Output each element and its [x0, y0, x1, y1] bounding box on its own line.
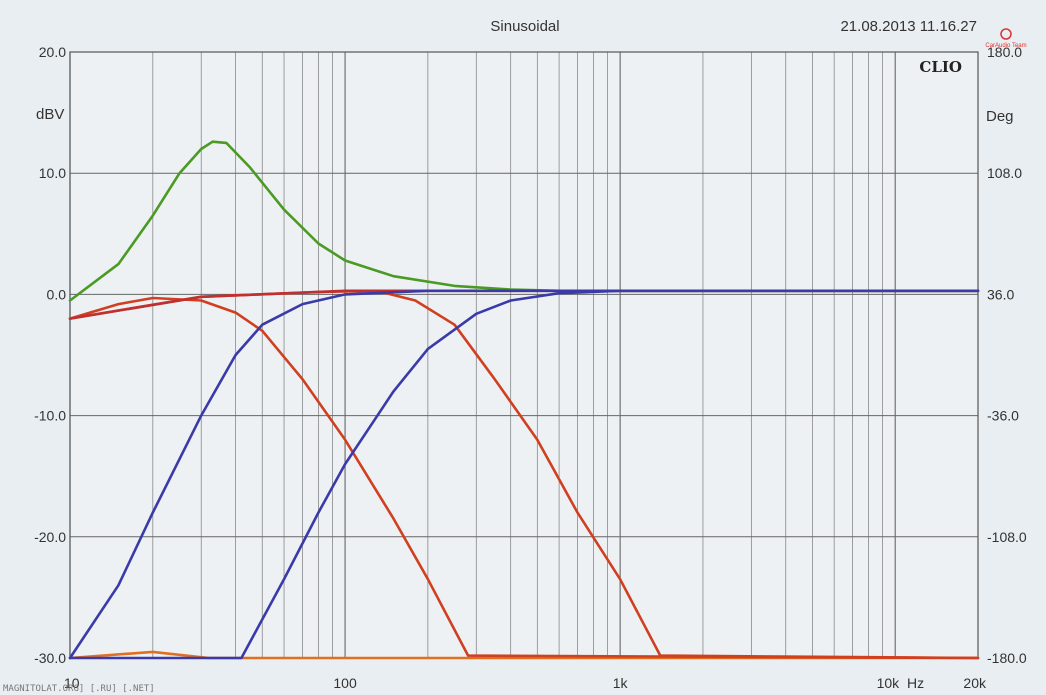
series-line-3 — [68, 296, 980, 660]
watermark: MAGNITOLAT.ORG] [.RU] [.NET] — [3, 684, 155, 694]
series-group — [68, 140, 980, 660]
logo-icon — [1000, 28, 1012, 40]
chart-title: Sinusoidal — [490, 18, 559, 35]
y-tick-label: -10.0 — [34, 408, 66, 424]
x-unit-label: Hz — [907, 675, 924, 691]
y-axis-label: dBV — [36, 106, 64, 123]
y2-tick-label: -180.0 — [987, 650, 1027, 666]
logo: CarAudio Team — [985, 28, 1027, 49]
plot-area — [70, 52, 978, 658]
series-line-6 — [68, 289, 980, 660]
y2-axis-label: Deg — [986, 108, 1014, 125]
y-tick-label: 10.0 — [39, 165, 66, 181]
x-tick-label: 20k — [963, 675, 987, 691]
tick-labels: 20.0 10.0 0.0 -10.0 -20.0 -30.0 180.0 108.0 36.0… — [34, 44, 1027, 691]
y2-tick-label: -36.0 — [987, 408, 1019, 424]
x-tick-label: 100 — [333, 675, 357, 691]
timestamp: 21.08.2013 11.16.27 — [840, 18, 977, 35]
x-tick-label: 1k — [613, 675, 629, 691]
y-tick-label: -20.0 — [34, 529, 66, 545]
y2-tick-label: 108.0 — [987, 165, 1022, 181]
clio-brand: CLIO — [919, 58, 962, 76]
series-line-2 — [68, 650, 980, 660]
series-line-7 — [68, 289, 980, 660]
y2-tick-label: 180.0 — [987, 44, 1022, 60]
x-tick-label: 10k — [877, 675, 901, 691]
y-tick-label: -30.0 — [34, 650, 66, 666]
y2-tick-label: -108.0 — [987, 529, 1027, 545]
y2-tick-label: 36.0 — [987, 286, 1014, 302]
logo-text: CarAudio Team — [985, 43, 1026, 49]
x-tick-label: 10 — [64, 675, 80, 691]
y-tick-label: 0.0 — [47, 286, 67, 302]
y-tick-label: 20.0 — [39, 44, 66, 60]
